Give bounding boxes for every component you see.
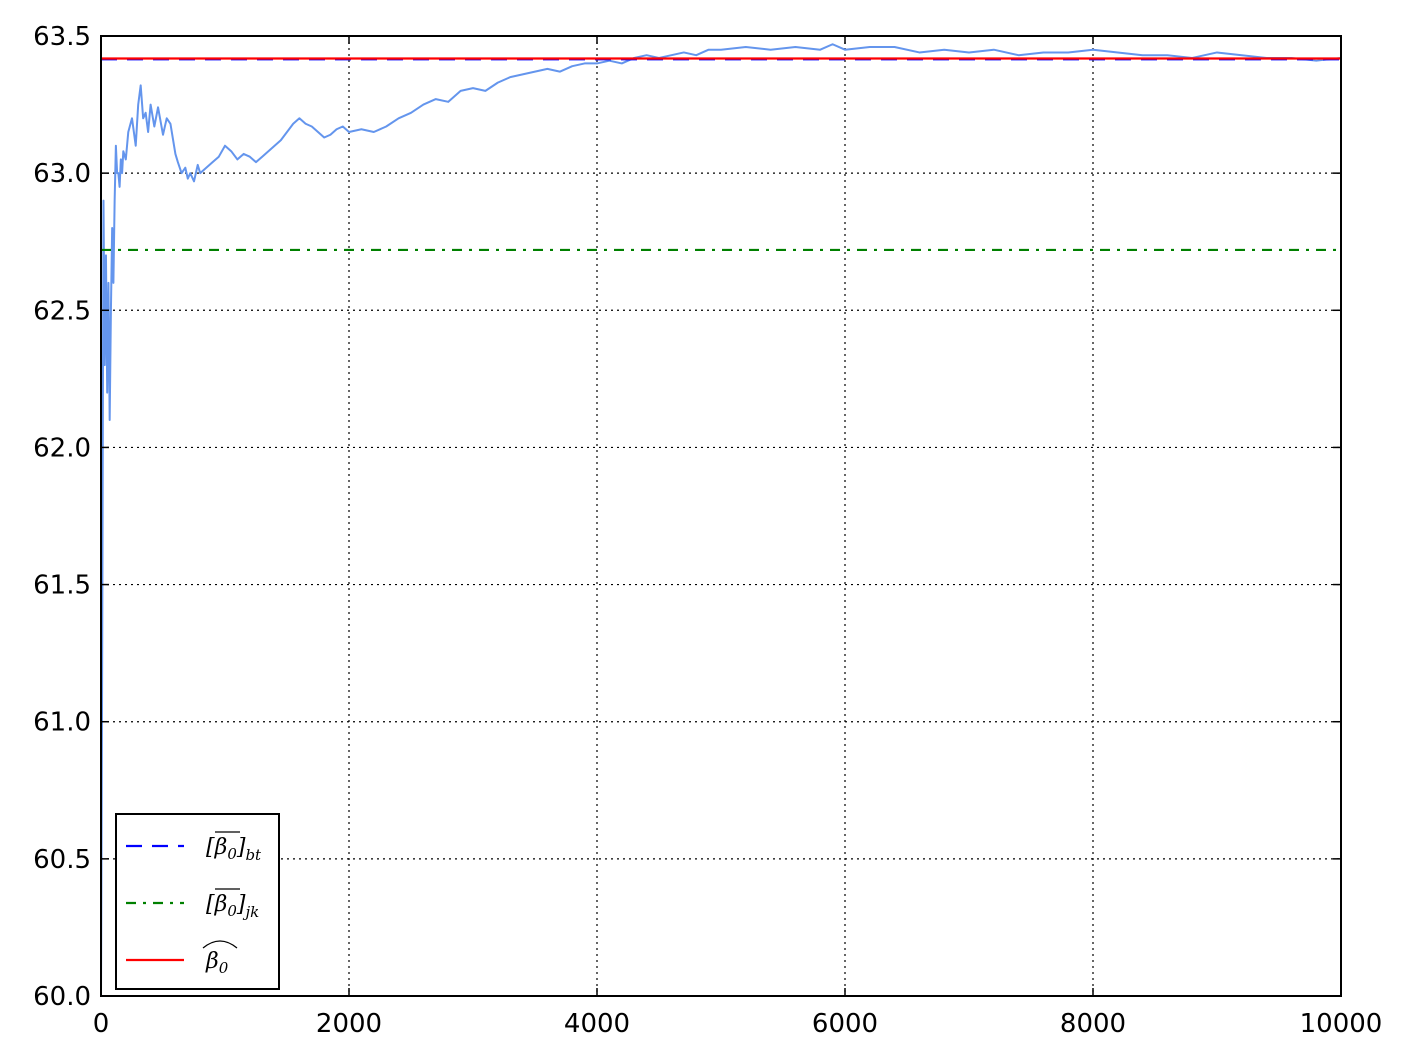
y-tick-label: 60.0 xyxy=(33,982,91,1012)
grid xyxy=(101,36,1341,996)
legend-label: [β0]jk xyxy=(206,892,259,921)
y-tick-label: 62.0 xyxy=(33,433,91,463)
axis-ticks: 0 2000 4000 6000 8000 10000 60.0 60.5 61.0 61.5 62… xyxy=(33,22,1382,1039)
plot-area-frame xyxy=(100,35,1342,997)
legend: [β0]bt [β0]jk β0 xyxy=(115,813,280,990)
y-tick-label: 63.5 xyxy=(33,22,91,52)
series-line-0 xyxy=(100,43,1342,997)
x-tick-label: 8000 xyxy=(1060,1009,1126,1039)
y-tick-label: 61.5 xyxy=(33,571,91,601)
x-tick-label: 6000 xyxy=(812,1009,878,1039)
y-tick-label: 60.5 xyxy=(33,845,91,875)
x-tick-label: 0 xyxy=(93,1009,110,1039)
legend-label: β0 xyxy=(205,949,229,977)
hat-mark xyxy=(202,940,238,949)
x-tick-label: 4000 xyxy=(564,1009,630,1039)
legend-box xyxy=(115,813,280,990)
y-tick-label: 62.5 xyxy=(33,296,91,326)
y-tick-label: 61.0 xyxy=(33,708,91,738)
series-group xyxy=(100,43,1342,997)
x-tick-label: 10000 xyxy=(1300,1009,1383,1039)
legend-label: [β0]bt xyxy=(206,835,262,864)
y-tick-label: 63.0 xyxy=(33,159,91,189)
x-tick-label: 2000 xyxy=(316,1009,382,1039)
